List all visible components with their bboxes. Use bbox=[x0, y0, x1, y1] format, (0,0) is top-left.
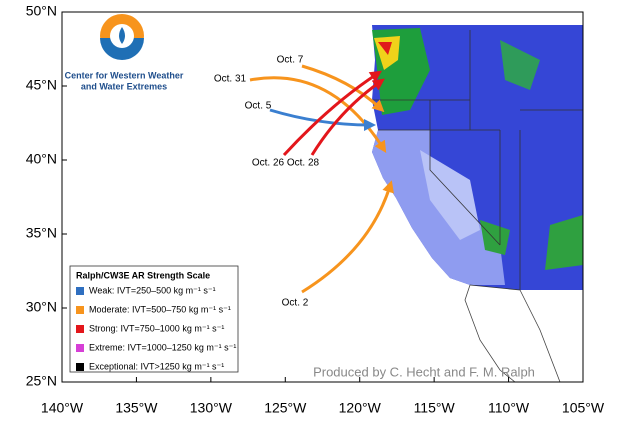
arrow-label: Oct. 5 bbox=[245, 101, 272, 112]
arrows bbox=[249, 64, 394, 294]
lon-tick-label: 135°W bbox=[115, 400, 158, 416]
lon-tick-label: 110°W bbox=[488, 400, 530, 416]
lat-tick-label: 35°N bbox=[26, 225, 57, 241]
credit: Produced by C. Hecht and F. M. Ralph bbox=[313, 364, 535, 379]
lat-tick-label: 25°N bbox=[26, 373, 57, 389]
borders bbox=[372, 30, 583, 383]
arrow bbox=[301, 64, 385, 113]
lon-tick-label: 115°W bbox=[414, 400, 456, 416]
legend-label: Moderate: IVT=500–750 kg m⁻¹ s⁻¹ bbox=[89, 304, 231, 314]
arrow bbox=[301, 180, 394, 294]
legend-swatch bbox=[76, 287, 84, 295]
lat-tick-label: 30°N bbox=[26, 299, 57, 315]
legend-swatch bbox=[76, 306, 84, 314]
legend-label: Extreme: IVT=1000–1250 kg m⁻¹ s⁻¹ bbox=[89, 342, 236, 352]
arrow bbox=[282, 70, 383, 157]
legend-label: Weak: IVT=250–500 kg m⁻¹ s⁻¹ bbox=[89, 285, 216, 295]
lat-tick-label: 50°N bbox=[26, 3, 57, 19]
legend-swatch bbox=[76, 325, 84, 333]
nevada-ivt bbox=[420, 150, 480, 240]
legend bbox=[69, 265, 239, 373]
arrow bbox=[310, 78, 385, 156]
sw-ivt bbox=[545, 215, 583, 270]
arrow-label: Oct. 28 bbox=[287, 158, 320, 169]
lon-tick-label: 140°W bbox=[41, 400, 84, 416]
lon-tick-label: 125°W bbox=[264, 400, 307, 416]
arrow-label: Oct. 7 bbox=[277, 55, 304, 66]
legend-swatch bbox=[76, 363, 84, 371]
lat-tick-label: 45°N bbox=[26, 77, 57, 93]
logo-text: Center for Western Weather bbox=[65, 70, 184, 80]
lat-tick-label: 40°N bbox=[26, 151, 57, 167]
arrow-label: Oct. 31 bbox=[214, 74, 247, 85]
legend-swatch bbox=[76, 344, 84, 352]
az-ivt bbox=[480, 220, 510, 255]
arrow-label: Oct. 26 bbox=[252, 158, 285, 169]
legend-title: Ralph/CW3E AR Strength Scale bbox=[76, 270, 210, 280]
map-frame bbox=[61, 11, 584, 383]
lon-tick-label: 120°W bbox=[339, 400, 382, 416]
montana-ivt bbox=[500, 40, 540, 90]
legend-label: Strong: IVT=750–1000 kg m⁻¹ s⁻¹ bbox=[89, 323, 224, 333]
logo-text: and Water Extremes bbox=[81, 81, 167, 91]
peak-ivt bbox=[378, 42, 392, 55]
lon-tick-label: 130°W bbox=[190, 400, 233, 416]
logo bbox=[100, 14, 144, 60]
arrow-label: Oct. 2 bbox=[282, 298, 309, 309]
legend-label: Exceptional: IVT>1250 kg m⁻¹ s⁻¹ bbox=[89, 361, 224, 371]
arrow bbox=[269, 108, 376, 131]
lon-tick-label: 105°W bbox=[562, 400, 605, 416]
